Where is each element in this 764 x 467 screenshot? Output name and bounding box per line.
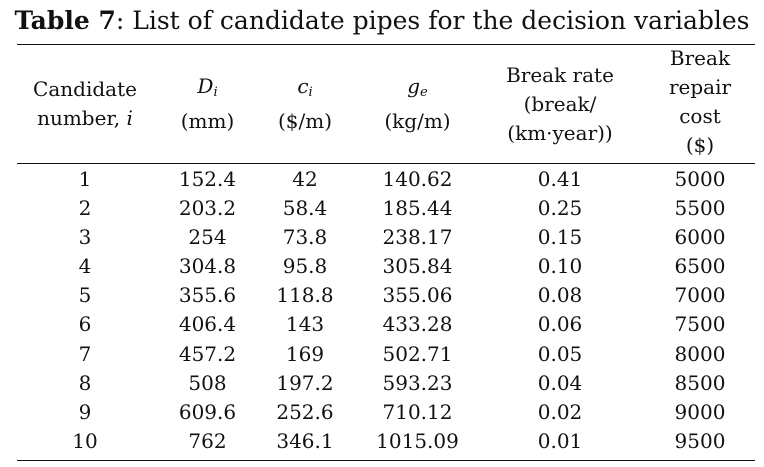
cell-diameter: 609.6 [178,399,237,424]
cell-repair-cost: 9000 [674,399,726,424]
cell-diameter: 762 [188,428,227,453]
cell-diameter: 406.4 [178,312,237,337]
header-diameter-unit: (mm) [180,109,235,133]
cell-break-rate: 0.06 [537,312,583,337]
table-row: 5 355.6 118.8 355.06 0.08 7000 [0,281,764,310]
table-row: 8 508 197.2 593.23 0.04 8500 [0,369,764,398]
cell-unit-cost: 95.8 [282,254,328,279]
table-caption: Table 7: List of candidate pipes for the… [0,6,764,36]
header-break-rate-line2: (break/ [523,91,597,116]
cell-candidate-number: 2 [78,196,92,221]
cell-break-rate: 0.08 [537,283,583,308]
table-row: 4 304.8 95.8 305.84 0.10 6500 [0,252,764,281]
cell-weight: 355.06 [382,283,453,308]
table-row: 6 406.4 143 433.28 0.06 7500 [0,310,764,339]
cell-weight: 710.12 [382,399,453,424]
header-repair-cost: Break repair cost ($) [645,44,755,160]
cell-weight: 185.44 [382,196,453,221]
header-weight-unit: (kg/m) [384,109,451,133]
cell-break-rate: 0.10 [537,254,583,279]
cell-unit-cost: 169 [285,341,325,366]
cell-candidate-number: 10 [72,428,98,453]
header-repair-line1: Break [669,46,731,70]
header-weight-symbol: ge [407,74,428,100]
cell-unit-cost: 346.1 [276,428,334,453]
header-break-rate-line1: Break rate [506,62,614,87]
cell-repair-cost: 8000 [674,341,726,366]
header-unit-cost-symbol: ci [297,74,313,100]
cell-candidate-number: 3 [78,225,92,250]
header-break-rate: Break rate (break/ (km·year)) [490,46,630,162]
header-unit-cost-unit: ($/m) [277,109,333,133]
caption-label: Table 7 [14,6,116,35]
cell-unit-cost: 58.4 [282,196,328,221]
cell-candidate-number: 6 [78,312,92,337]
caption-text: : List of candidate pipes for the decisi… [115,6,750,35]
header-diameter-symbol: Di [197,74,218,100]
cell-diameter: 457.2 [178,341,237,366]
cell-candidate-number: 4 [78,254,92,279]
header-candidate-line1: Candidate [33,77,137,101]
top-rule [17,44,755,45]
cell-repair-cost: 5000 [674,167,726,191]
cell-diameter: 254 [188,225,227,250]
cell-unit-cost: 73.8 [282,225,328,250]
cell-diameter: 355.6 [178,283,237,308]
cell-repair-cost: 6000 [674,225,726,250]
cell-break-rate: 0.05 [537,341,583,366]
bottom-rule [17,460,755,461]
cell-diameter: 508 [188,370,227,395]
cell-unit-cost: 252.6 [276,399,334,424]
cell-break-rate: 0.25 [537,196,583,221]
cell-candidate-number: 9 [78,399,92,424]
cell-break-rate: 0.41 [537,167,583,191]
cell-repair-cost: 9500 [674,428,726,453]
header-repair-line3: cost [679,104,721,128]
table-body: 1 152.4 42 140.62 0.41 5000 2 203.2 58.4… [0,165,764,456]
header-weight: ge (kg/m) [360,46,475,162]
cell-unit-cost: 42 [292,167,318,191]
cell-weight: 238.17 [382,225,453,250]
cell-break-rate: 0.02 [537,399,583,424]
cell-candidate-number: 5 [78,283,92,308]
cell-weight: 140.62 [382,167,453,191]
header-diameter: Di (mm) [160,46,255,162]
table-row: 9 609.6 252.6 710.12 0.02 9000 [0,398,764,427]
cell-repair-cost: 7500 [674,312,726,337]
cell-break-rate: 0.01 [537,428,583,453]
table-row: 3 254 73.8 238.17 0.15 6000 [0,223,764,252]
cell-repair-cost: 6500 [674,254,726,279]
cell-weight: 502.71 [382,341,453,366]
cell-candidate-number: 7 [78,341,92,366]
cell-candidate-number: 8 [78,370,92,395]
header-unit-cost: ci ($/m) [260,46,350,162]
cell-repair-cost: 7000 [674,283,726,308]
cell-unit-cost: 118.8 [276,283,334,308]
table-row: 2 203.2 58.4 185.44 0.25 5500 [0,194,764,223]
cell-repair-cost: 8500 [674,370,726,395]
cell-weight: 593.23 [382,370,453,395]
header-candidate-line2: number, i [37,106,133,130]
cell-repair-cost: 5500 [674,196,726,221]
header-repair-line4: ($) [685,133,715,157]
cell-diameter: 304.8 [178,254,237,279]
header-break-rate-line3: (km·year)) [507,120,613,145]
cell-break-rate: 0.04 [537,370,583,395]
cell-diameter: 203.2 [178,196,237,221]
cell-unit-cost: 197.2 [276,370,334,395]
cell-weight: 1015.09 [376,428,459,453]
table-row: 10 762 346.1 1015.09 0.01 9500 [0,427,764,456]
header-repair-line2: repair [668,75,732,99]
cell-weight: 433.28 [382,312,453,337]
cell-candidate-number: 1 [78,167,92,191]
cell-break-rate: 0.15 [537,225,583,250]
header-rule [17,163,755,164]
cell-diameter: 152.4 [178,167,237,191]
cell-weight: 305.84 [382,254,453,279]
header-candidate-number: Candidate number, i [20,46,150,162]
table-row: 1 152.4 42 140.62 0.41 5000 [0,165,764,194]
cell-unit-cost: 143 [285,312,325,337]
table-row: 7 457.2 169 502.71 0.05 8000 [0,340,764,369]
